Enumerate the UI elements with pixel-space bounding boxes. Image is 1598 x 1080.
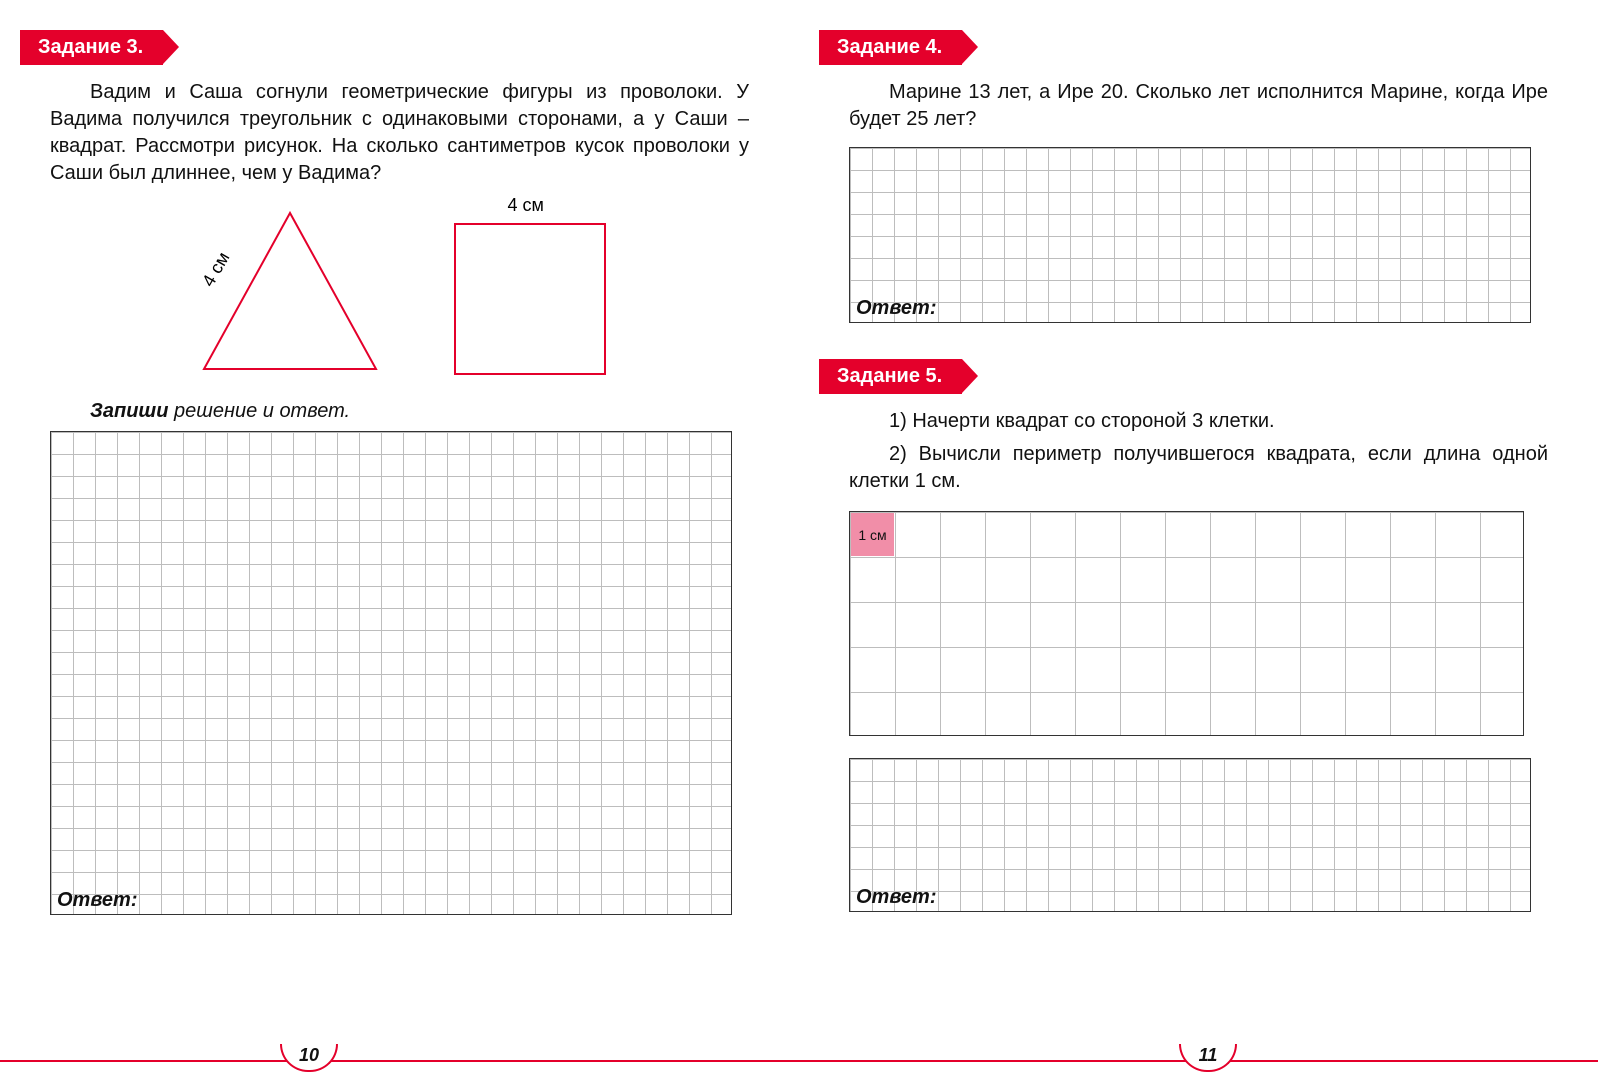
task3-text: Вадим и Саша согнули геометрические фигу…	[50, 79, 749, 187]
task3-instruction-bold: Запиши	[90, 400, 168, 422]
task4-header: Задание 4.	[819, 30, 962, 65]
task3-instruction: Запиши решение и ответ.	[90, 400, 749, 423]
task5-grid-answer[interactable]: Ответ:	[849, 758, 1531, 912]
task5-line1: 1) Начерти квадрат со стороной 3 клетки.	[849, 408, 1548, 435]
task3-header: Задание 3.	[20, 30, 163, 65]
page-left: Задание 3. Вадим и Саша согнули геометри…	[0, 0, 799, 1080]
task5-answer-label: Ответ:	[856, 886, 937, 909]
square-shape	[450, 219, 610, 379]
task5-line2: 2) Вычисли периметр получившегося квадра…	[849, 441, 1548, 495]
task3-answer-label: Ответ:	[57, 889, 138, 912]
page-number-left: 10	[280, 1044, 338, 1072]
one-cm-cell: 1 см	[851, 513, 894, 556]
task4-answer-label: Ответ:	[856, 297, 937, 320]
task4-text: Марине 13 лет, а Ире 20. Сколько лет исп…	[849, 79, 1548, 133]
spread: Задание 3. Вадим и Саша согнули геометри…	[0, 0, 1598, 1080]
page-right: Задание 4. Марине 13 лет, а Ире 20. Скол…	[799, 0, 1598, 1080]
task5-grid-draw[interactable]: 1 см	[849, 511, 1524, 736]
task5-header: Задание 5.	[819, 359, 962, 394]
task3-instruction-rest: решение и ответ.	[168, 400, 350, 422]
square-label: 4 см	[508, 195, 544, 216]
footer-line-left	[0, 1060, 799, 1062]
task3-grid[interactable]: Ответ:	[50, 431, 732, 915]
task4-grid[interactable]: Ответ:	[849, 147, 1531, 323]
triangle-wrap: 4 см	[190, 199, 390, 384]
page-number-right: 11	[1179, 1044, 1237, 1072]
shapes-row: 4 см 4 см	[50, 199, 749, 384]
square-wrap: 4 см	[450, 219, 610, 384]
triangle-shape	[190, 199, 390, 379]
